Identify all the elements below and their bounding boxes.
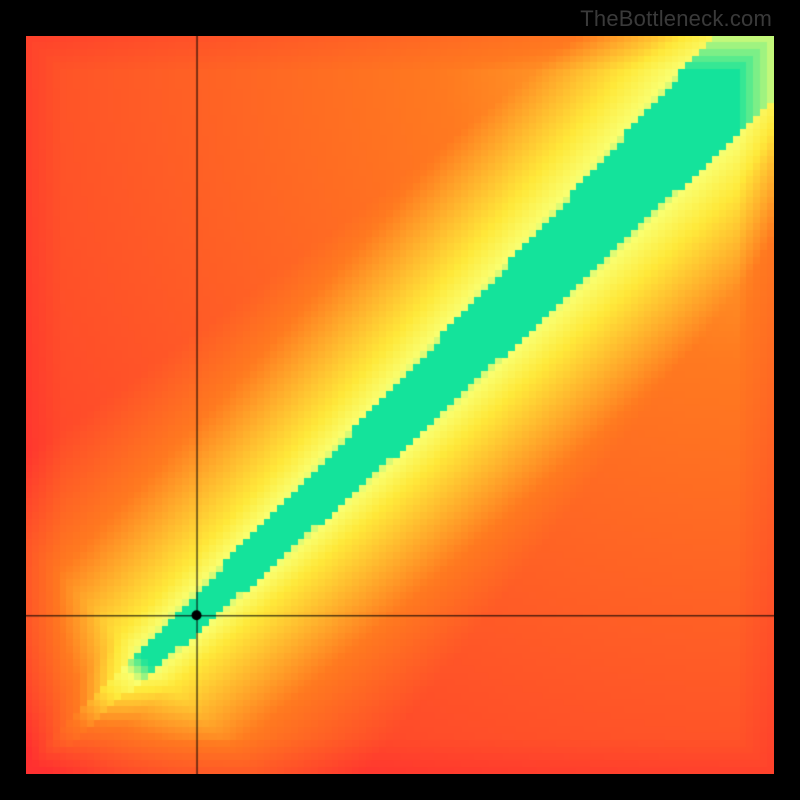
watermark-text: TheBottleneck.com: [580, 6, 772, 32]
figure-container: TheBottleneck.com: [0, 0, 800, 800]
heatmap-canvas: [26, 36, 774, 774]
heatmap-plot: [26, 36, 774, 774]
